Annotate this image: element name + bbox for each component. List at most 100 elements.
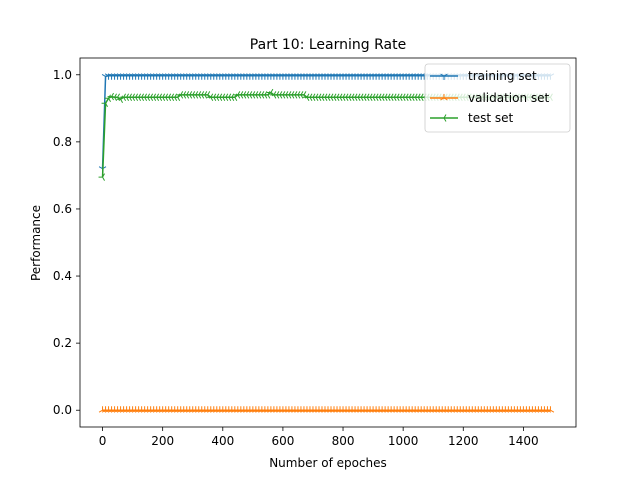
data-point bbox=[240, 73, 248, 80]
data-point bbox=[408, 73, 416, 80]
data-point bbox=[128, 73, 137, 80]
data-point bbox=[318, 73, 326, 80]
data-point bbox=[402, 406, 410, 413]
data-point bbox=[107, 73, 116, 80]
data-point bbox=[234, 73, 242, 80]
data-point bbox=[263, 91, 271, 99]
data-point bbox=[176, 73, 185, 80]
data-point bbox=[179, 73, 188, 80]
data-point bbox=[444, 406, 452, 413]
data-point bbox=[546, 406, 555, 413]
data-point bbox=[405, 73, 413, 80]
data-point bbox=[372, 406, 380, 413]
data-point bbox=[501, 406, 510, 413]
y-axis-ticks: 0.0 0.2 0.4 0.6 0.8 1.0 bbox=[53, 68, 80, 417]
data-point bbox=[164, 406, 173, 413]
data-point bbox=[387, 73, 395, 80]
data-point bbox=[381, 73, 389, 80]
data-point bbox=[312, 73, 320, 80]
data-point bbox=[261, 406, 269, 413]
data-point bbox=[411, 406, 419, 413]
data-point bbox=[98, 406, 107, 413]
legend-box bbox=[424, 63, 571, 133]
data-point bbox=[240, 406, 248, 413]
data-point bbox=[384, 73, 392, 80]
data-point bbox=[504, 406, 513, 413]
data-point bbox=[279, 73, 287, 80]
data-point bbox=[405, 406, 413, 413]
data-point bbox=[140, 73, 149, 80]
data-point bbox=[291, 73, 299, 80]
data-point bbox=[396, 73, 404, 80]
data-point bbox=[324, 73, 332, 80]
legend-label-validation: validation set bbox=[468, 91, 550, 105]
data-point bbox=[414, 73, 422, 80]
data-point bbox=[495, 406, 504, 413]
data-point bbox=[474, 406, 483, 413]
data-point bbox=[101, 99, 108, 108]
data-point bbox=[210, 406, 218, 413]
data-point bbox=[324, 406, 332, 413]
data-point bbox=[402, 73, 410, 80]
data-point bbox=[297, 73, 305, 80]
data-point bbox=[158, 406, 167, 413]
data-point bbox=[321, 406, 329, 413]
data-point bbox=[468, 406, 477, 413]
data-point bbox=[249, 406, 257, 413]
data-point bbox=[393, 73, 401, 80]
data-point bbox=[336, 73, 344, 80]
data-point bbox=[321, 73, 329, 80]
data-point bbox=[101, 406, 110, 413]
data-point bbox=[378, 73, 386, 80]
data-point bbox=[516, 406, 525, 413]
data-point bbox=[330, 406, 338, 413]
x-tick-label: 600 bbox=[271, 434, 294, 448]
data-point bbox=[417, 406, 425, 413]
data-point bbox=[435, 406, 443, 413]
data-point bbox=[339, 406, 347, 413]
data-point bbox=[243, 73, 251, 80]
data-point bbox=[276, 406, 284, 413]
data-point bbox=[438, 406, 446, 413]
data-point bbox=[456, 406, 464, 413]
data-point bbox=[297, 406, 305, 413]
data-point bbox=[483, 406, 492, 413]
data-point bbox=[207, 73, 215, 80]
data-point bbox=[387, 406, 395, 413]
data-point bbox=[396, 406, 404, 413]
data-point bbox=[273, 406, 281, 413]
data-point bbox=[285, 73, 293, 80]
data-point bbox=[146, 73, 155, 80]
data-point bbox=[219, 73, 227, 80]
data-point bbox=[255, 73, 263, 80]
data-point bbox=[213, 73, 221, 80]
data-point bbox=[213, 406, 221, 413]
legend-label-test: test set bbox=[468, 111, 513, 125]
y-tick-label: 0.2 bbox=[53, 336, 72, 350]
data-point bbox=[294, 406, 302, 413]
data-point bbox=[399, 73, 407, 80]
data-point bbox=[266, 88, 274, 97]
data-point bbox=[522, 406, 531, 413]
data-point bbox=[492, 406, 501, 413]
data-point bbox=[185, 73, 194, 80]
data-point bbox=[318, 406, 326, 413]
data-point bbox=[243, 406, 251, 413]
data-point bbox=[357, 406, 365, 413]
data-point bbox=[351, 73, 359, 80]
data-point bbox=[110, 73, 119, 80]
data-point bbox=[122, 406, 131, 413]
data-point bbox=[378, 406, 386, 413]
data-point bbox=[299, 91, 307, 99]
data-point bbox=[143, 406, 152, 413]
data-point bbox=[155, 406, 164, 413]
data-point bbox=[179, 406, 188, 413]
x-tick-label: 0 bbox=[99, 434, 107, 448]
data-point bbox=[198, 73, 206, 80]
y-axis-label: Performance bbox=[29, 205, 43, 281]
data-point bbox=[375, 73, 383, 80]
data-point bbox=[170, 73, 179, 80]
data-point bbox=[534, 406, 543, 413]
data-point bbox=[116, 406, 125, 413]
